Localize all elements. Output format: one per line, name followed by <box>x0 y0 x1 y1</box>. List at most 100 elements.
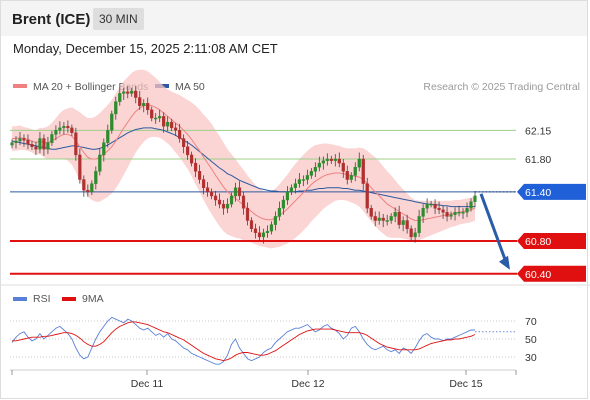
rsi-legend-label: RSI <box>33 293 51 305</box>
candle-body <box>142 103 146 106</box>
candle <box>269 221 274 235</box>
candle-body <box>285 191 290 201</box>
level-label: 60.40 <box>525 269 551 281</box>
candle <box>154 113 158 124</box>
candle <box>114 96 118 120</box>
candle <box>397 205 401 229</box>
candle-body <box>170 121 174 129</box>
candle-body <box>66 126 70 129</box>
candle <box>241 191 246 215</box>
candle-body <box>317 162 321 168</box>
timeframe-badge[interactable]: 30 MIN <box>93 8 144 30</box>
bollinger-band-area <box>12 69 475 249</box>
candle <box>457 205 461 217</box>
rsi-grid: 30 50 70 <box>10 316 537 364</box>
candle <box>401 216 405 232</box>
candle-body <box>146 103 150 111</box>
candle-body <box>417 216 421 234</box>
candle <box>82 175 86 197</box>
candle-body <box>469 201 473 209</box>
candle <box>162 112 166 133</box>
candle-body <box>18 138 22 142</box>
candle-body <box>58 127 62 131</box>
candle-body <box>50 134 54 143</box>
candle <box>78 148 82 184</box>
candle <box>102 138 106 162</box>
candle-body <box>34 146 38 150</box>
candle <box>213 191 218 206</box>
candle <box>126 86 130 99</box>
candle <box>170 118 174 132</box>
candle <box>413 227 417 243</box>
candle-body <box>365 183 369 209</box>
candle-body <box>297 179 301 184</box>
candle <box>122 87 126 100</box>
candle <box>377 211 381 225</box>
level-tag-60-40: 60.40 <box>517 265 586 282</box>
candle-body <box>289 187 293 193</box>
candle-body <box>38 138 42 150</box>
candle <box>341 159 345 178</box>
candle <box>273 211 278 231</box>
candle-body <box>221 203 226 209</box>
candle-body <box>213 195 218 201</box>
candle-body <box>130 90 134 94</box>
rsi-lines <box>11 316 516 365</box>
candle <box>385 214 389 226</box>
candle-body <box>82 179 86 191</box>
candle <box>229 192 234 208</box>
candle-body <box>265 230 270 234</box>
candle <box>365 177 369 214</box>
watermark: Research © 2025 Trading Central <box>423 81 580 93</box>
candle-body <box>134 90 138 98</box>
candle <box>317 156 321 172</box>
candle <box>237 181 242 201</box>
candle <box>349 172 353 183</box>
candle-body <box>14 140 18 143</box>
rsi-tick-label: 30 <box>525 352 537 364</box>
candle-body <box>345 171 349 180</box>
candle-body <box>30 144 34 147</box>
candle-body <box>269 224 274 232</box>
chart-datetime: Monday, December 15, 2025 2:11:08 AM CET <box>13 41 278 56</box>
candle <box>18 131 22 146</box>
candle-body <box>217 199 222 205</box>
candle <box>106 124 110 148</box>
candle-body <box>369 208 373 217</box>
candle <box>150 106 154 122</box>
candle-body <box>114 101 118 115</box>
candle <box>329 155 333 164</box>
candle-body <box>138 97 142 106</box>
candle <box>46 136 50 155</box>
candle <box>277 201 282 221</box>
candle-body <box>102 142 106 156</box>
candle-body <box>110 113 114 131</box>
candle-body <box>397 212 401 225</box>
candle-body <box>273 216 278 225</box>
candle <box>337 152 341 168</box>
chart-frame <box>0 36 588 399</box>
candle-body <box>90 183 94 193</box>
candle <box>357 152 361 172</box>
instrument-title: Brent (ICE) <box>12 11 91 28</box>
candle-body <box>465 208 469 213</box>
candle <box>174 122 178 137</box>
candle <box>313 162 317 178</box>
candle <box>265 225 270 238</box>
candle-body <box>281 199 286 209</box>
candle <box>325 153 329 166</box>
candle <box>345 165 349 185</box>
candle <box>305 169 309 185</box>
candle-body <box>473 195 477 202</box>
candle <box>110 110 114 134</box>
candle-body <box>229 195 234 205</box>
candle-body <box>401 220 405 225</box>
candle-body <box>118 93 122 102</box>
candle-body <box>425 203 429 209</box>
candle-body <box>461 212 465 214</box>
candle-body <box>361 158 365 184</box>
main-legend: MA 20 + Bollinger Bands MA 50 Research ©… <box>13 81 580 93</box>
candle-body <box>305 175 309 180</box>
candle-body <box>449 214 453 217</box>
